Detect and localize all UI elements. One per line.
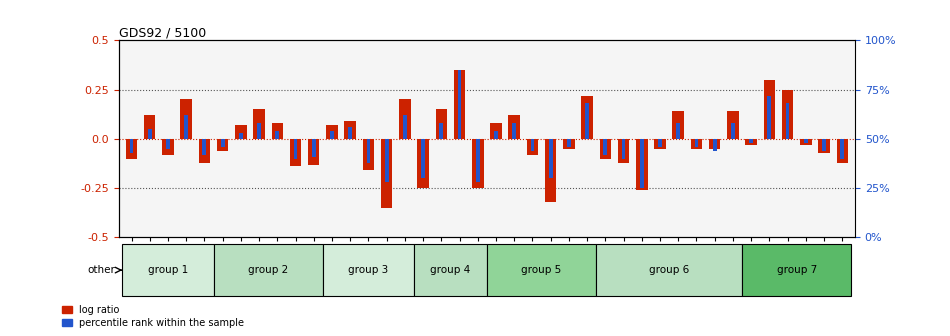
Bar <box>768 95 771 139</box>
Bar <box>144 115 156 139</box>
Bar <box>125 139 137 159</box>
Bar <box>621 139 625 159</box>
Bar <box>709 139 720 149</box>
Bar <box>367 139 370 163</box>
Bar <box>636 139 648 190</box>
Bar <box>199 139 210 163</box>
Bar <box>490 123 502 139</box>
Text: group 3: group 3 <box>349 265 389 275</box>
Text: group 4: group 4 <box>430 265 470 275</box>
Bar <box>257 123 261 139</box>
Bar <box>476 139 480 182</box>
Bar <box>694 139 698 147</box>
Bar <box>290 139 301 166</box>
Bar <box>655 139 666 149</box>
Bar <box>345 121 356 139</box>
Bar <box>399 99 410 139</box>
FancyBboxPatch shape <box>742 244 851 296</box>
Bar <box>782 90 793 139</box>
FancyBboxPatch shape <box>123 244 214 296</box>
Bar <box>764 80 775 139</box>
Bar <box>435 109 447 139</box>
Bar <box>202 139 206 155</box>
Bar <box>381 139 392 208</box>
Bar <box>184 115 188 139</box>
Text: group 1: group 1 <box>148 265 188 275</box>
FancyBboxPatch shape <box>486 244 597 296</box>
Bar <box>458 70 462 139</box>
Bar <box>166 139 170 149</box>
Bar <box>421 139 425 178</box>
Bar <box>276 131 279 139</box>
Bar <box>312 139 315 157</box>
Bar <box>349 127 352 139</box>
Bar <box>804 139 807 143</box>
Bar <box>822 139 826 151</box>
Bar <box>618 139 629 163</box>
Bar <box>800 139 811 145</box>
FancyBboxPatch shape <box>323 244 414 296</box>
Bar <box>417 139 428 188</box>
Bar <box>440 123 444 139</box>
Bar <box>217 139 228 151</box>
Bar <box>658 139 662 147</box>
Bar <box>294 139 297 159</box>
Bar <box>727 111 739 139</box>
Bar <box>472 139 484 188</box>
Bar <box>526 139 539 155</box>
Bar <box>603 139 607 155</box>
Bar <box>385 139 389 182</box>
Bar <box>239 133 243 139</box>
Bar <box>691 139 702 149</box>
Bar <box>180 99 192 139</box>
Bar <box>530 139 534 151</box>
Bar <box>746 139 757 145</box>
Bar <box>308 139 319 165</box>
FancyBboxPatch shape <box>214 244 323 296</box>
Bar <box>363 139 374 170</box>
Bar <box>673 111 684 139</box>
Bar <box>585 103 589 139</box>
Bar <box>786 103 789 139</box>
Bar <box>494 131 498 139</box>
Text: group 5: group 5 <box>522 265 561 275</box>
Bar <box>599 139 611 159</box>
Bar <box>545 139 557 202</box>
Bar <box>512 123 516 139</box>
FancyBboxPatch shape <box>597 244 742 296</box>
Bar <box>254 109 265 139</box>
Text: other: other <box>87 265 115 275</box>
Bar <box>129 139 133 153</box>
Bar <box>676 123 680 139</box>
Bar <box>272 123 283 139</box>
Bar <box>162 139 174 155</box>
Bar <box>837 139 848 163</box>
Bar <box>330 131 333 139</box>
Bar <box>563 139 575 149</box>
Bar <box>841 139 845 159</box>
FancyBboxPatch shape <box>414 244 486 296</box>
Bar <box>148 129 152 139</box>
Bar <box>731 123 734 139</box>
Bar <box>326 125 337 139</box>
Text: group 7: group 7 <box>776 265 817 275</box>
Bar <box>581 95 593 139</box>
Bar <box>712 139 716 151</box>
Text: group 2: group 2 <box>248 265 288 275</box>
Legend: log ratio, percentile rank within the sample: log ratio, percentile rank within the sa… <box>62 305 244 328</box>
Bar <box>567 139 571 147</box>
Bar <box>454 70 466 139</box>
Bar <box>818 139 829 153</box>
Bar <box>508 115 520 139</box>
Text: GDS92 / 5100: GDS92 / 5100 <box>119 26 206 39</box>
Bar <box>403 115 407 139</box>
Bar <box>235 125 247 139</box>
Bar <box>750 139 753 143</box>
Bar <box>220 139 224 147</box>
Bar <box>549 139 553 178</box>
Text: group 6: group 6 <box>649 265 690 275</box>
Bar <box>640 139 644 188</box>
